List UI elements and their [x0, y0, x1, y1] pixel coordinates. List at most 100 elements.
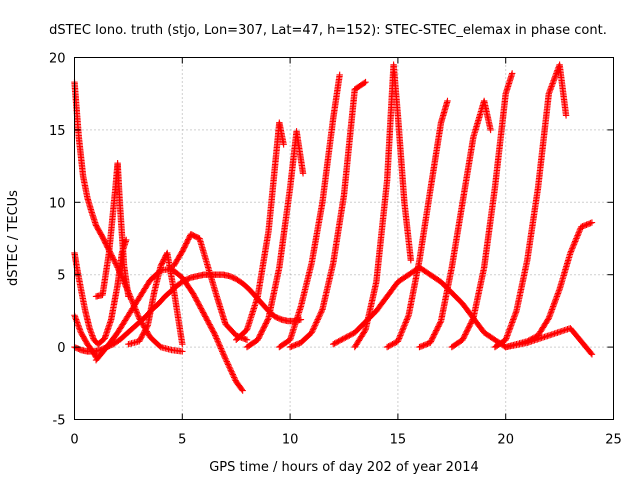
- data-point: [255, 335, 262, 342]
- data-point: [431, 330, 439, 337]
- data-point: [229, 371, 237, 378]
- data-point: [572, 236, 579, 244]
- data-point: [128, 296, 135, 303]
- data-point: [362, 78, 369, 86]
- data-point: [390, 340, 398, 347]
- data-point: [395, 335, 403, 342]
- data-point: [460, 335, 467, 342]
- data-point: [222, 355, 229, 362]
- data-point: [135, 313, 142, 320]
- data-point: [313, 319, 320, 326]
- data-point: [387, 341, 395, 349]
- data-point: [231, 375, 239, 383]
- data-point: [314, 316, 321, 323]
- data-point: [216, 342, 223, 349]
- data-point: [462, 329, 470, 337]
- data-point: [221, 354, 228, 361]
- data-point: [433, 325, 441, 333]
- data-point: [220, 351, 227, 358]
- data-point: [404, 314, 411, 322]
- series-12: [286, 78, 369, 351]
- y-tick-label: 15: [49, 124, 66, 139]
- data-point: [223, 358, 230, 365]
- series-16: [448, 70, 516, 351]
- data-point: [336, 71, 343, 79]
- data-point: [206, 321, 213, 328]
- data-point: [208, 325, 215, 332]
- data-point: [207, 322, 214, 330]
- data-point: [432, 328, 439, 336]
- data-point: [402, 319, 409, 326]
- data-point: [465, 324, 472, 331]
- data-point: [464, 327, 471, 334]
- data-point: [401, 320, 409, 328]
- data-point: [179, 341, 186, 348]
- data-point: [435, 323, 442, 330]
- data-point: [312, 320, 319, 328]
- data-point: [336, 337, 344, 344]
- data-point: [209, 326, 216, 334]
- data-point: [213, 336, 221, 344]
- data-point: [313, 317, 321, 325]
- series-19: [330, 264, 596, 358]
- data-point: [260, 324, 268, 331]
- data-point: [348, 330, 356, 338]
- plot-frame: [74, 57, 614, 420]
- data-point: [436, 320, 443, 327]
- data-point: [219, 349, 227, 357]
- data-point: [398, 327, 406, 335]
- data-point: [576, 228, 583, 235]
- series-4: [71, 312, 100, 361]
- data-point: [213, 335, 220, 342]
- data-point: [224, 361, 232, 368]
- data-point: [263, 317, 271, 325]
- data-point: [335, 338, 342, 345]
- data-point: [201, 311, 208, 319]
- data-point: [257, 329, 265, 337]
- x-tick-label: 25: [605, 433, 622, 448]
- data-point: [189, 290, 197, 297]
- data-point: [202, 313, 209, 320]
- data-point: [197, 305, 205, 312]
- data-point: [218, 346, 225, 354]
- data-point: [330, 341, 337, 348]
- data-point: [204, 318, 212, 326]
- data-point: [569, 243, 576, 251]
- x-tick-label: 5: [178, 433, 186, 448]
- y-tick-label: 20: [49, 52, 66, 67]
- data-point: [361, 79, 368, 87]
- data-point: [385, 343, 392, 350]
- data-point: [400, 323, 408, 331]
- data-point: [347, 331, 354, 338]
- data-point: [309, 327, 316, 335]
- x-tick-label: 10: [282, 433, 299, 448]
- data-point: [487, 126, 494, 134]
- data-point: [316, 312, 323, 319]
- data-point: [228, 369, 236, 377]
- data-point: [463, 328, 470, 335]
- data-point: [264, 316, 272, 323]
- data-point: [433, 327, 440, 334]
- data-point: [437, 319, 444, 326]
- data-point: [215, 341, 223, 348]
- data-point: [179, 348, 186, 355]
- series-7: [125, 249, 186, 348]
- data-point: [210, 328, 217, 335]
- data-point: [461, 332, 468, 339]
- data-point: [435, 321, 443, 329]
- data-point: [428, 336, 435, 344]
- data-point: [567, 249, 574, 257]
- data-point: [342, 334, 349, 341]
- axes: 0 5 10 15 20 25 -5 0 5 10 15 20: [49, 52, 622, 448]
- data-point: [125, 293, 132, 300]
- data-point: [133, 309, 140, 316]
- data-point: [211, 330, 218, 338]
- data-point: [588, 219, 596, 226]
- data-point: [224, 359, 231, 367]
- series-11: [276, 71, 343, 351]
- data-point: [311, 323, 318, 331]
- data-point: [568, 245, 576, 252]
- data-point: [462, 331, 469, 338]
- data-point: [339, 335, 346, 343]
- data-point: [197, 303, 204, 311]
